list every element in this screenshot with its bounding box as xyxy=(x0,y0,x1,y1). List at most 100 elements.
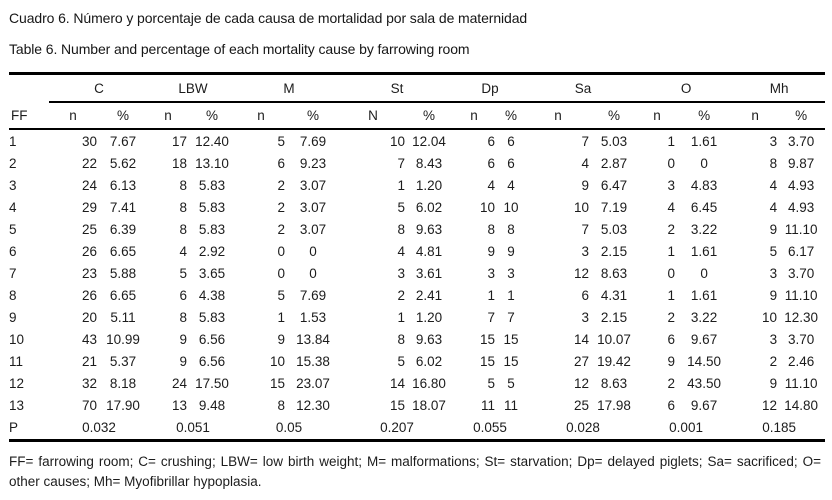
pct-cell: 11 xyxy=(504,397,519,413)
n-cell: 8 xyxy=(769,155,778,171)
subheader-n-lbw: n xyxy=(149,102,187,130)
ff-cell: 9 xyxy=(9,309,17,325)
n-cell: 7 xyxy=(581,133,590,149)
pct-cell: 6.17 xyxy=(787,243,815,259)
n-cell: 9 xyxy=(667,353,676,369)
subheader-n-dp: n xyxy=(453,102,496,130)
pct-cell: 12.30 xyxy=(784,309,818,325)
pct-cell: 43.50 xyxy=(687,375,721,391)
group-header-o: O xyxy=(639,73,734,103)
n-cell: 10 xyxy=(574,199,590,215)
n-cell: 22 xyxy=(81,155,97,171)
ff-cell: 11 xyxy=(9,353,24,369)
n-cell: 0 xyxy=(667,265,676,281)
n-cell: 9 xyxy=(769,221,778,237)
n-cell: 24 xyxy=(81,177,97,193)
n-cell: 2 xyxy=(277,177,286,193)
pct-cell: 9 xyxy=(507,243,515,259)
table-title-spanish: Cuadro 6. Número y porcentaje de cada ca… xyxy=(9,10,528,26)
n-cell: 5 xyxy=(769,243,778,259)
subheader-row: FF n% n% n% N% n% n% n% n% xyxy=(9,102,826,130)
pct-cell: 17.90 xyxy=(106,397,140,413)
pct-cell: 9.63 xyxy=(415,221,443,237)
pct-cell: 6.13 xyxy=(109,177,137,193)
n-cell: 18 xyxy=(171,155,187,171)
n-cell: 0 xyxy=(277,243,286,259)
pct-cell: 7.67 xyxy=(109,133,137,149)
p-value-o: 0.001 xyxy=(669,420,703,435)
n-cell: 5 xyxy=(397,353,406,369)
n-cell: 9 xyxy=(487,243,496,259)
pct-cell: 2.15 xyxy=(600,243,628,259)
group-header-m: M xyxy=(237,73,342,103)
n-cell: 7 xyxy=(487,309,496,325)
pct-cell: 10.99 xyxy=(106,331,140,347)
pct-cell: 2.87 xyxy=(600,155,628,171)
n-cell: 8 xyxy=(179,177,187,193)
n-cell: 32 xyxy=(81,375,97,391)
pct-cell: 5.11 xyxy=(110,309,136,325)
pct-cell: 5.03 xyxy=(600,133,628,149)
subheader-n-m: n xyxy=(237,102,286,130)
n-cell: 0 xyxy=(667,155,676,171)
n-cell: 6 xyxy=(667,397,676,413)
ff-cell: 6 xyxy=(9,243,17,259)
subheader-n-sa: n xyxy=(527,102,590,130)
n-cell: 7 xyxy=(581,221,590,237)
pct-cell: 2.15 xyxy=(600,309,628,325)
pct-cell: 8 xyxy=(507,221,515,237)
subheader-pct-m: % xyxy=(285,102,342,130)
group-header-row: C LBW M St Dp Sa O Mh xyxy=(9,73,826,103)
pct-cell: 9.48 xyxy=(198,397,226,413)
p-value-sa: 0.028 xyxy=(566,420,600,435)
n-cell: 1 xyxy=(397,309,406,325)
n-cell: 11 xyxy=(481,397,496,413)
n-cell: 3 xyxy=(769,265,778,281)
n-cell: 8 xyxy=(179,309,187,325)
p-value-c: 0.032 xyxy=(82,420,116,435)
pct-cell: 5.83 xyxy=(198,221,226,237)
n-cell: 8 xyxy=(397,221,406,237)
pct-cell: 2.92 xyxy=(198,243,226,259)
pct-cell: 3.07 xyxy=(299,221,327,237)
p-value-m: 0.05 xyxy=(275,420,303,435)
pct-cell: 6.56 xyxy=(198,331,226,347)
table-row-ff-9: 9 20 5.11 8 5.83 1 1.53 1 1.20 7 7 3 2.15 2 3.22 10 12.3… xyxy=(9,306,825,328)
ff-cell: 4 xyxy=(9,199,17,215)
table-row-ff-4: 4 29 7.41 8 5.83 2 3.07 5 6.02 10 10 10 7.19 4 6.45 4 4.… xyxy=(9,196,825,218)
n-cell: 2 xyxy=(397,287,406,303)
ff-cell: 12 xyxy=(9,375,25,391)
p-value-dp: 0.055 xyxy=(473,420,507,435)
pct-cell: 6.65 xyxy=(109,287,137,303)
pct-cell: 14.50 xyxy=(687,353,721,369)
n-cell: 3 xyxy=(581,309,590,325)
pct-cell: 8.63 xyxy=(600,375,628,391)
pct-cell: 2.46 xyxy=(787,353,815,369)
n-cell: 4 xyxy=(179,243,187,259)
n-cell: 5 xyxy=(277,287,286,303)
n-cell: 9 xyxy=(581,177,590,193)
pct-cell: 6.65 xyxy=(109,243,137,259)
pct-cell: 3.70 xyxy=(787,265,815,281)
pct-cell: 23.07 xyxy=(296,375,330,391)
n-cell: 8 xyxy=(179,199,187,215)
pct-cell: 6.02 xyxy=(415,353,443,369)
n-cell: 6 xyxy=(487,133,496,149)
subheader-n-mh: n xyxy=(733,102,778,130)
n-cell: 1 xyxy=(667,243,676,259)
ff-cell: 7 xyxy=(9,265,17,281)
subheader-pct-dp: % xyxy=(495,102,528,130)
n-cell: 1 xyxy=(667,133,676,149)
pct-cell: 6.45 xyxy=(690,199,718,215)
pct-cell: 9.23 xyxy=(299,155,327,171)
n-cell: 9 xyxy=(179,353,187,369)
n-cell: 8 xyxy=(277,397,286,413)
group-header-st: St xyxy=(341,73,454,103)
table-row-ff-11: 11 21 5.37 9 6.56 10 15.38 5 6.02 15 15 27 19.42 9 14.… xyxy=(9,350,825,372)
group-header-c: C xyxy=(49,73,149,103)
p-value-row: P 0.032 0.051 0.05 0.207 0.055 0.028 0.001 0.185 xyxy=(9,416,825,441)
pct-cell: 16.80 xyxy=(412,375,446,391)
table-row-ff-3: 3 24 6.13 8 5.83 2 3.07 1 1.20 4 4 9 6.47 3 4.83 4 4.93 xyxy=(9,174,825,196)
table-head: C LBW M St Dp Sa O Mh FF n% n% n% N% n% n% n% n% xyxy=(9,73,826,130)
table-row-ff-12: 12 32 8.18 24 17.50 15 23.07 14 16.80 5 5 12 8.63 2 43… xyxy=(9,372,825,394)
